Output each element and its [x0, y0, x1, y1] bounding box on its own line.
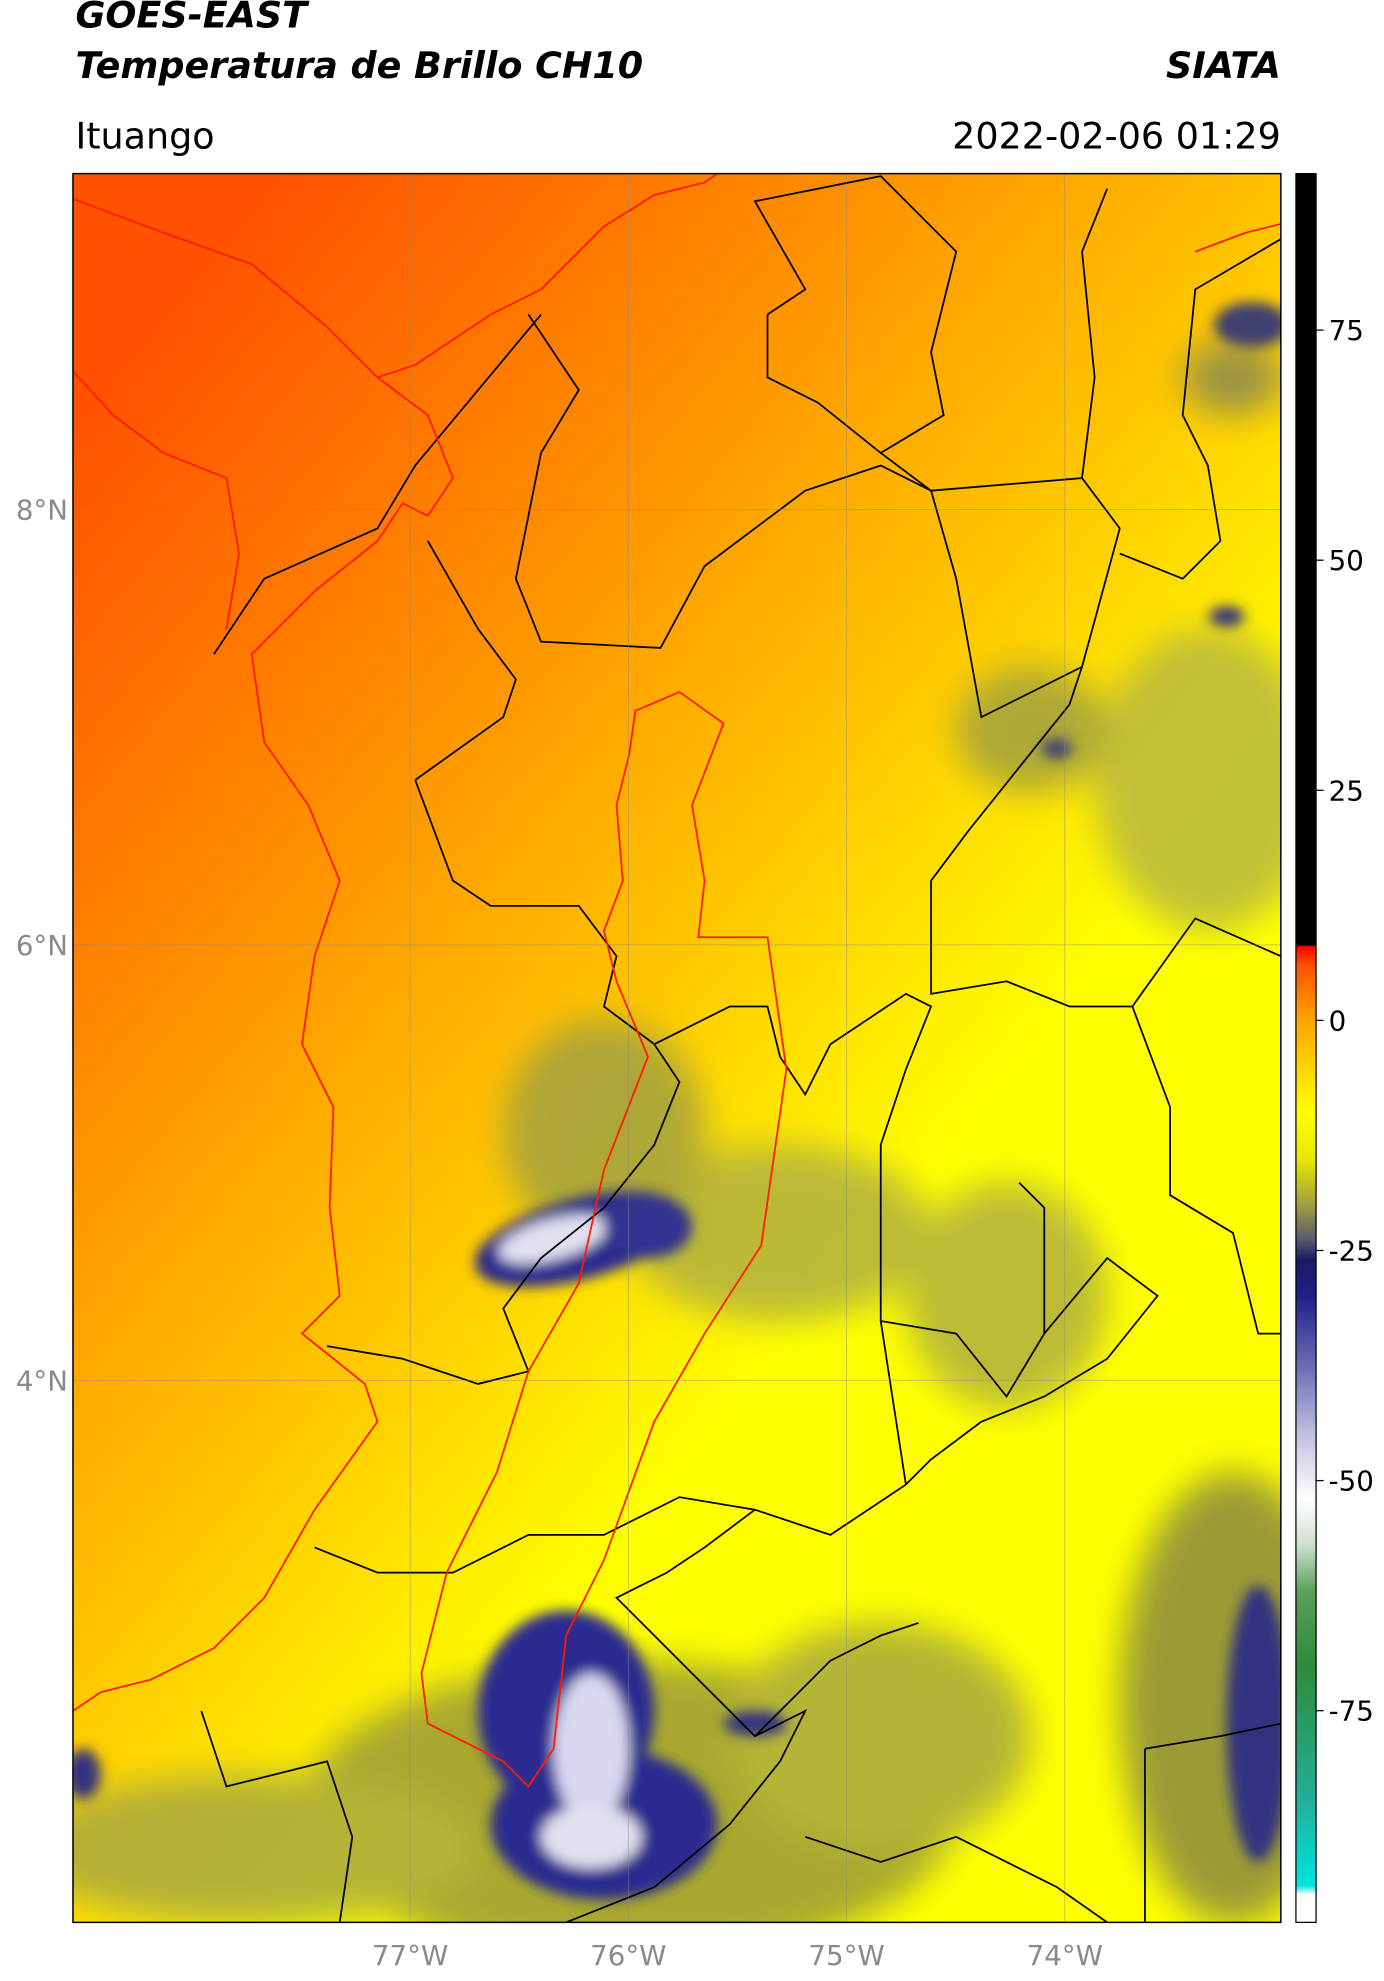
- colorbar: [1295, 172, 1317, 1924]
- lat-tick-label: 4°N: [16, 1364, 68, 1397]
- lon-tick-label: 77°W: [372, 1939, 448, 1972]
- colorbar-tick-label: -50: [1329, 1465, 1374, 1498]
- lat-tick-label: 8°N: [16, 494, 68, 527]
- lon-tick-label: 76°W: [590, 1939, 666, 1972]
- map-frame: [72, 172, 1282, 1924]
- source: SIATA: [1166, 44, 1281, 87]
- lon-tick-label: 75°W: [808, 1939, 884, 1972]
- colorbar-tick-label: 75: [1329, 314, 1364, 347]
- colorbar-tick-label: 50: [1329, 544, 1364, 577]
- datetime: 2022-02-06 01:29: [952, 114, 1281, 157]
- colorbar-tick-label: -25: [1329, 1235, 1374, 1268]
- region: Ituango: [75, 114, 214, 157]
- title: GOES-EAST: [75, 0, 310, 37]
- colorbar-tick-label: 25: [1329, 774, 1364, 807]
- satellite-image: [72, 173, 1281, 1923]
- colorbar-tick-label: 0: [1329, 1004, 1347, 1037]
- graticule: [72, 173, 1281, 1923]
- lon-tick-label: 74°W: [1027, 1939, 1103, 1972]
- subtitle: Temperatura de Brillo CH10: [75, 44, 643, 87]
- lat-tick-label: 6°N: [16, 929, 68, 962]
- colorbar-tick-label: -75: [1329, 1695, 1374, 1728]
